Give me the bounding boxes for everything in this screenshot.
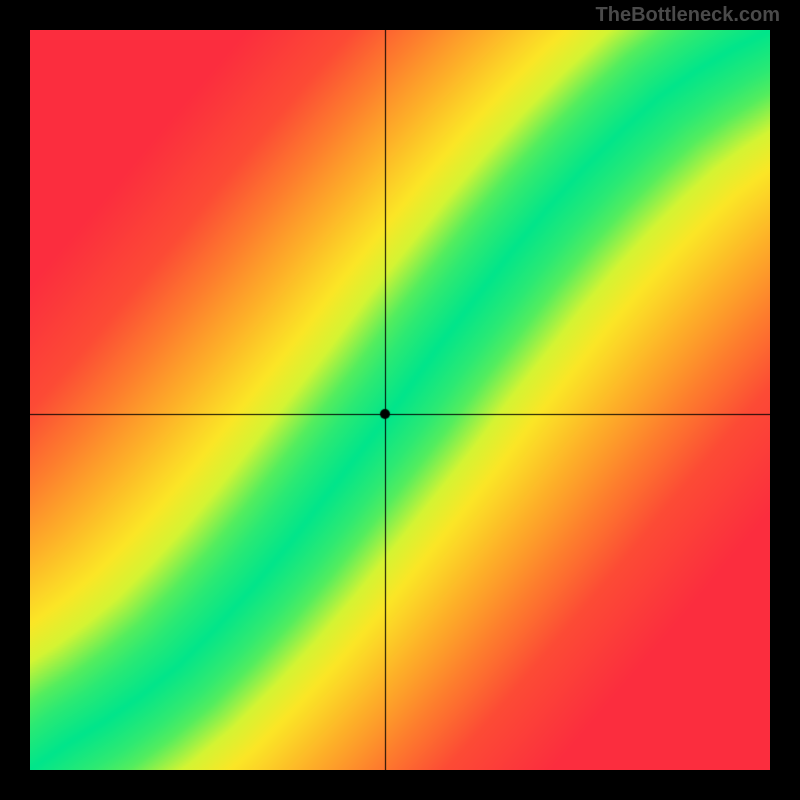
plot-area — [30, 30, 770, 770]
heatmap-canvas — [30, 30, 770, 770]
chart-container: TheBottleneck.com — [0, 0, 800, 800]
watermark-text: TheBottleneck.com — [596, 4, 780, 27]
